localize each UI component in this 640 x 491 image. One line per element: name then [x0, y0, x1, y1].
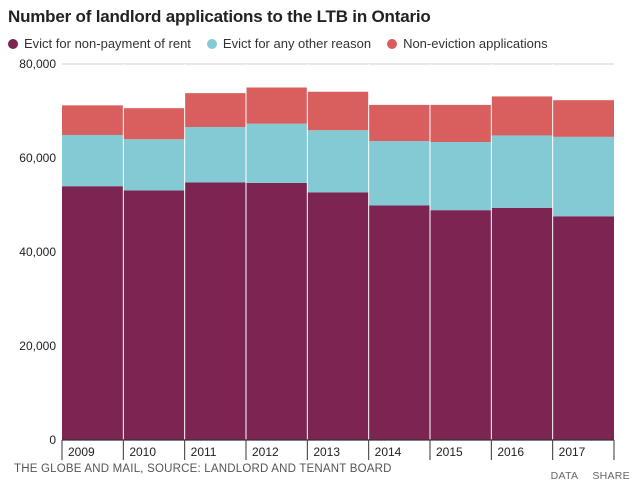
- y-tick-label: 60,000: [19, 151, 56, 165]
- bar-noneviction-2012: [246, 87, 308, 124]
- legend-swatch-noneviction: [387, 38, 398, 49]
- bar-nonpayment-2010: [123, 190, 185, 440]
- bar-nonpayment-2016: [491, 207, 553, 440]
- bar-other-2013: [307, 130, 369, 193]
- y-tick-label: 0: [49, 433, 56, 447]
- footer-links: DATA SHARE: [551, 470, 630, 482]
- bar-other-2017: [552, 136, 614, 217]
- legend-swatch-other: [206, 38, 217, 49]
- bar-nonpayment-2014: [368, 205, 430, 440]
- bar-noneviction-2013: [307, 91, 369, 131]
- bar-nonpayment-2009: [62, 186, 124, 440]
- source-note: THE GLOBE AND MAIL, SOURCE: LANDLORD AND…: [14, 463, 392, 475]
- x-tick-label: 2017: [559, 445, 586, 459]
- legend-swatch-nonpayment: [8, 38, 18, 49]
- data-link[interactable]: DATA: [550, 470, 579, 482]
- x-tick-label: 2011: [191, 445, 217, 459]
- y-tick-label: 20,000: [19, 339, 56, 353]
- bar-nonpayment-2011: [184, 182, 246, 440]
- legend-item-other: Evict for any other reason: [206, 36, 372, 51]
- x-tick-label: 2015: [436, 445, 463, 459]
- legend-label-noneviction: Non-eviction applications: [403, 36, 548, 51]
- bar-other-2010: [123, 139, 185, 191]
- legend-item-nonpayment: Evict for non-payment of rent: [8, 36, 191, 51]
- bar-noneviction-2015: [430, 104, 492, 143]
- x-tick-label: 2014: [375, 445, 402, 459]
- x-tick-label: 2016: [497, 445, 524, 459]
- bar-other-2011: [184, 126, 246, 183]
- legend-label-nonpayment: Evict for non-payment of rent: [24, 36, 191, 51]
- y-tick-label: 40,000: [19, 245, 56, 259]
- bar-nonpayment-2017: [552, 216, 614, 440]
- x-tick-label: 2012: [252, 445, 279, 459]
- bar-noneviction-2009: [62, 105, 124, 135]
- legend: Evict for non-payment of rent Evict for …: [8, 36, 564, 51]
- legend-item-noneviction: Non-eviction applications: [387, 36, 548, 51]
- bar-noneviction-2014: [368, 104, 430, 142]
- bar-noneviction-2011: [184, 93, 246, 127]
- bar-other-2012: [246, 123, 308, 183]
- share-link[interactable]: SHARE: [592, 470, 630, 482]
- bar-other-2009: [62, 134, 124, 187]
- x-tick-label: 2010: [129, 445, 156, 459]
- bar-other-2014: [368, 141, 430, 206]
- x-tick-label: 2009: [68, 445, 95, 459]
- bar-nonpayment-2012: [246, 182, 308, 440]
- x-tick-label: 2013: [313, 445, 340, 459]
- bar-nonpayment-2015: [430, 210, 492, 440]
- bar-noneviction-2016: [491, 96, 553, 136]
- y-tick-label: 80,000: [19, 57, 56, 71]
- bar-noneviction-2010: [123, 108, 185, 140]
- legend-label-other: Evict for any other reason: [222, 36, 372, 51]
- chart-title: Number of landlord applications to the L…: [8, 7, 431, 26]
- bar-other-2016: [491, 135, 553, 208]
- bar-nonpayment-2013: [307, 192, 369, 440]
- bar-other-2015: [430, 142, 492, 211]
- bar-noneviction-2017: [552, 100, 614, 137]
